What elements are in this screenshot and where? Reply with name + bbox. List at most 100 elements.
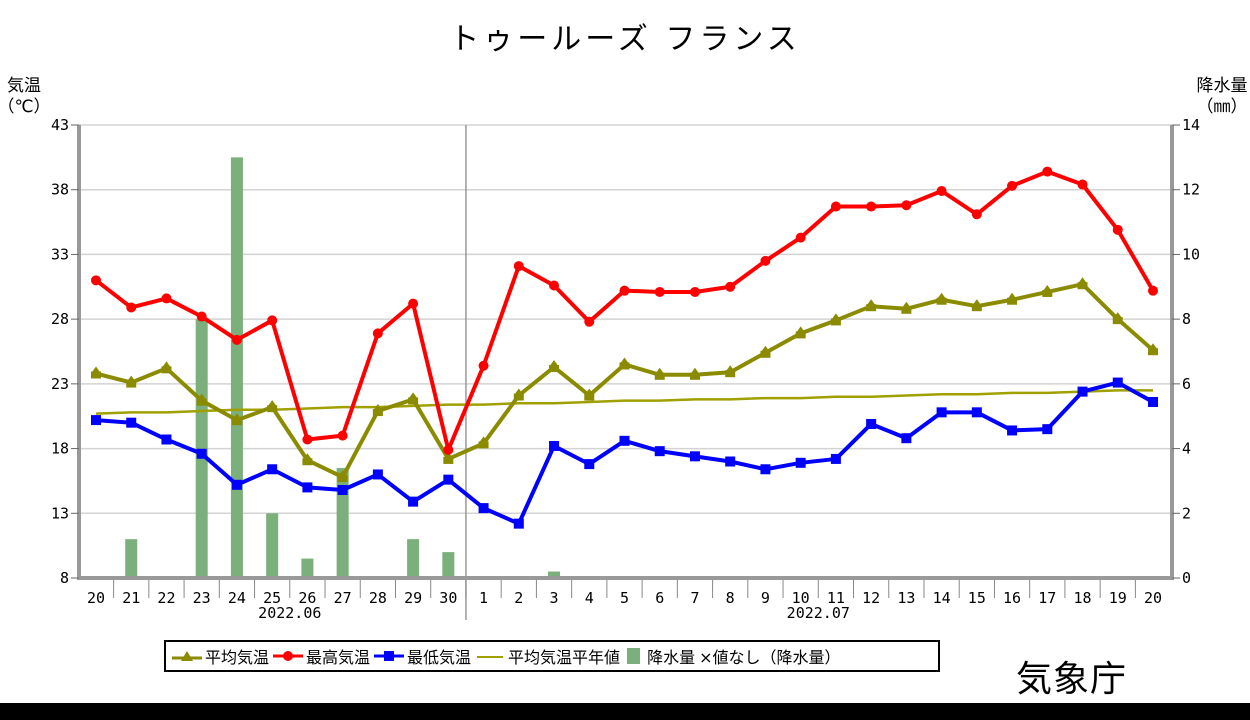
data-point [126, 302, 137, 313]
data-point [795, 326, 806, 334]
data-point [408, 392, 419, 400]
y-tick-label: 38 [51, 181, 69, 199]
data-point [443, 444, 454, 455]
mean-temp-series [91, 277, 1158, 483]
bottom-black-band [0, 703, 1250, 720]
y-right-tick-label: 12 [1182, 181, 1200, 199]
precip-bar [195, 319, 208, 578]
data-point [1077, 277, 1088, 285]
legend-item-missing: ×値なし（降水量） [699, 644, 840, 668]
data-point [584, 388, 595, 396]
data-point [936, 407, 947, 418]
data-point [302, 434, 313, 445]
data-point [1112, 224, 1123, 235]
data-point [231, 479, 242, 490]
triangle-marker-icon [172, 651, 202, 661]
y-tick-label: 13 [51, 504, 69, 522]
data-point [689, 451, 700, 462]
data-point [513, 518, 524, 529]
precip-bar [442, 552, 455, 578]
min-temp-series [91, 377, 1158, 529]
x-tick-label: 20 [87, 589, 105, 607]
x-tick-label: 30 [439, 589, 457, 607]
x-tick-label: 16 [1003, 589, 1021, 607]
jma-logo-text: 気象庁 [1016, 659, 1128, 700]
data-point [725, 365, 736, 373]
y-tick-label: 43 [51, 116, 69, 134]
y-axis-right-ticks: 0 2 4 6 8 10 12 14 [1172, 116, 1200, 587]
precip-bar [230, 157, 243, 578]
square-marker-icon [374, 651, 405, 661]
data-point [1077, 179, 1088, 190]
x-axis-ticks: 20 21 22 23 24 25 26 27 28 29 30 1 2 3 4 5 6 7 8 9 10 11 12 13 1… [87, 580, 1162, 622]
data-point [654, 367, 665, 375]
data-point [866, 201, 877, 212]
data-point [1148, 343, 1158, 351]
data-point [1007, 180, 1018, 191]
data-point [1112, 312, 1123, 320]
left-axis-title: 気温 （℃） [0, 76, 54, 118]
data-point [619, 435, 630, 446]
data-point [654, 446, 665, 457]
data-point [901, 200, 912, 211]
bar-swatch-icon [627, 648, 641, 664]
data-point [1148, 285, 1158, 296]
line-marker-icon [477, 656, 504, 658]
left-axis-title-unit: （℃） [0, 97, 51, 117]
y-tick-label: 28 [51, 310, 69, 328]
x-tick-label: 1 [479, 589, 488, 607]
precip-bar [125, 539, 138, 578]
y-axis-ticks: 8 13 18 23 28 33 38 43 [51, 116, 79, 587]
chart-title: トゥールーズ フランス [449, 22, 801, 57]
legend-label-min: 最低気温 [407, 648, 472, 667]
data-point [126, 375, 137, 383]
x-tick-label: 27 [334, 589, 352, 607]
data-point [302, 453, 313, 461]
data-point [866, 299, 877, 307]
x-tick-label: 5 [620, 589, 629, 607]
data-point [408, 496, 419, 507]
precip-bar [301, 558, 314, 578]
x-tick-label: 17 [1038, 589, 1056, 607]
data-point [689, 367, 700, 375]
month-label: 2022.06 [258, 604, 321, 622]
data-point [549, 440, 560, 451]
right-axis-title-unit: （㎜） [1196, 97, 1248, 117]
legend-item-min: 最低気温 [374, 644, 471, 668]
right-axis-title: 降水量 （㎜） [1190, 76, 1250, 118]
data-point [760, 345, 771, 353]
x-tick-label: 12 [862, 589, 880, 607]
x-tick-label: 19 [1109, 589, 1127, 607]
data-point [971, 209, 982, 220]
y-tick-label: 8 [60, 569, 69, 587]
data-point [830, 313, 841, 321]
x-tick-label: 24 [228, 589, 246, 607]
precip-bar [548, 571, 561, 578]
precipitation-bars [125, 157, 561, 578]
data-point [337, 484, 348, 495]
data-point [91, 415, 101, 426]
data-point [443, 474, 454, 485]
data-point [267, 400, 278, 408]
y-right-tick-label: 14 [1182, 116, 1200, 134]
normal-mean-temp-line [95, 389, 1153, 415]
data-point [1042, 166, 1053, 177]
data-point [443, 451, 454, 459]
data-point [513, 261, 524, 272]
data-point [689, 286, 700, 297]
legend-label-mean: 平均気温 [205, 648, 270, 667]
right-axis-title-line1: 降水量 [1196, 76, 1248, 96]
data-point [267, 315, 278, 326]
data-point [196, 311, 207, 322]
data-point [971, 299, 982, 307]
circle-marker-icon [273, 651, 304, 661]
data-point [901, 433, 912, 444]
data-point [795, 457, 806, 468]
data-point [1007, 425, 1018, 436]
data-point [231, 413, 242, 421]
data-point [337, 470, 348, 478]
data-point [161, 293, 172, 304]
data-point [901, 301, 912, 309]
axes [77, 125, 1174, 580]
